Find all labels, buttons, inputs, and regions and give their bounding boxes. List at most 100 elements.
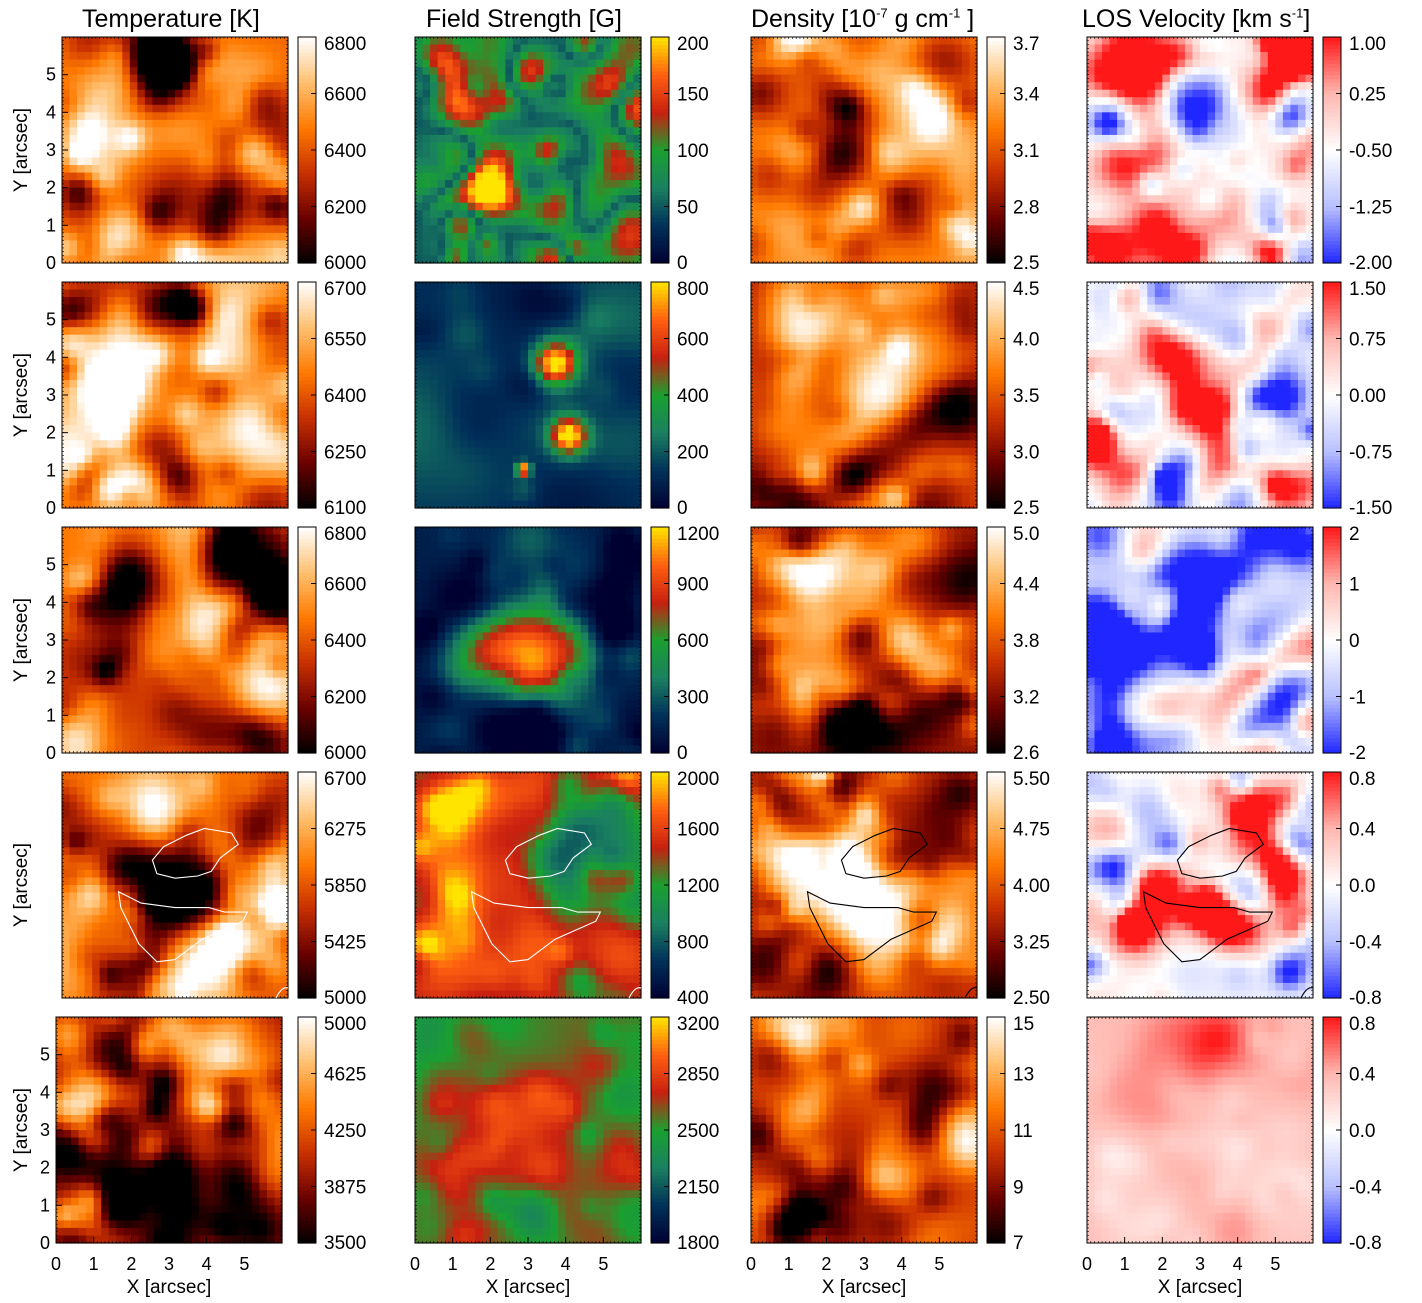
heatmap-cell [811, 67, 820, 76]
heatmap-cell [528, 74, 537, 83]
heatmap-cell [257, 202, 266, 211]
heatmap-cell [505, 104, 514, 113]
heatmap-cell [467, 59, 476, 68]
heatmap-cell [257, 142, 266, 151]
heatmap-cell [848, 67, 858, 76]
heatmap-cell [265, 232, 274, 241]
colorbar-segment [1323, 112, 1341, 117]
colorbar-segment [1323, 127, 1341, 132]
heatmap-cell [1245, 37, 1254, 46]
heatmap-cell [1147, 240, 1156, 249]
heatmap-cell [212, 37, 221, 46]
heatmap-cell [1162, 195, 1171, 204]
heatmap-cell [856, 210, 865, 219]
heatmap-cell [894, 217, 903, 226]
heatmap-cell [1230, 232, 1239, 241]
heatmap-cell [1290, 240, 1299, 249]
heatmap-cell [1184, 142, 1194, 151]
heatmap-cell [220, 119, 229, 128]
heatmap-cell [924, 232, 933, 241]
heatmap-cell [1192, 195, 1201, 204]
heatmap-cell [1177, 165, 1186, 174]
heatmap-cell [452, 44, 461, 53]
heatmap-cell [751, 172, 760, 181]
heatmap-cell [490, 210, 499, 219]
heatmap-cell [84, 165, 93, 174]
heatmap-cell [1192, 67, 1201, 76]
colorbar-segment [651, 157, 669, 162]
heatmap-cell [618, 67, 627, 76]
heatmap-cell [1184, 255, 1194, 264]
heatmap-cell [1237, 67, 1246, 76]
heatmap-cell [505, 165, 514, 174]
heatmap-cell [939, 180, 948, 189]
heatmap-cell [916, 59, 925, 68]
heatmap-cell [1275, 172, 1284, 181]
heatmap-cell [1154, 172, 1163, 181]
heatmap-cell [864, 134, 873, 144]
heatmap-cell [1215, 180, 1224, 189]
heatmap-cell [826, 172, 835, 181]
heatmap-cell [505, 210, 514, 219]
heatmap-cell [1207, 82, 1216, 91]
heatmap-cell [909, 89, 918, 98]
heatmap-cell [954, 119, 963, 128]
heatmap-cell [781, 127, 790, 136]
heatmap-cell [871, 172, 880, 181]
heatmap-cell [437, 187, 446, 196]
heatmap-cell [212, 142, 221, 151]
heatmap-cell [946, 202, 955, 211]
heatmap-cell [520, 240, 529, 249]
heatmap-cell [535, 119, 544, 128]
heatmap-cell [610, 232, 619, 241]
heatmap-cell [543, 142, 552, 151]
heatmap-cell [475, 187, 484, 196]
heatmap-cell [190, 187, 199, 196]
heatmap-cell [497, 119, 506, 128]
heatmap-cell [1087, 142, 1096, 151]
colorbar-segment [651, 82, 669, 87]
heatmap-cell [841, 74, 850, 83]
heatmap-cell [84, 127, 93, 136]
heatmap-cell [265, 97, 274, 106]
heatmap-cell [1184, 112, 1194, 121]
heatmap-cell [1260, 74, 1269, 83]
heatmap-cell [954, 210, 963, 219]
heatmap-cell [175, 89, 184, 98]
heatmap-cell [1102, 172, 1111, 181]
heatmap-cell [751, 89, 760, 98]
heatmap-cell [1094, 247, 1103, 257]
heatmap-cell [460, 232, 469, 241]
heatmap-cell [460, 142, 469, 151]
heatmap-cell [422, 157, 431, 166]
colorbar-segment [987, 82, 1005, 87]
heatmap-cell [939, 119, 948, 128]
heatmap-cell [1230, 210, 1239, 219]
heatmap-cell [144, 282, 153, 291]
heatmap-cell [1094, 119, 1103, 128]
heatmap-cell [565, 180, 574, 189]
heatmap-cell [946, 247, 955, 257]
heatmap-cell [129, 44, 138, 53]
heatmap-cell [1087, 104, 1096, 113]
heatmap-cell [1102, 59, 1111, 68]
heatmap-cell [1139, 52, 1148, 61]
heatmap-cell [773, 187, 782, 196]
heatmap-cell [122, 150, 131, 159]
heatmap-cell [826, 74, 835, 83]
heatmap-cell [250, 67, 259, 76]
heatmap-cell [1184, 119, 1194, 128]
heatmap-cell [610, 187, 619, 196]
heatmap-cell [894, 225, 903, 234]
heatmap-cell [1177, 157, 1186, 166]
heatmap-cell [924, 180, 933, 189]
heatmap-cell [205, 89, 214, 98]
heatmap-cell [1260, 165, 1269, 174]
heatmap-cell [1237, 142, 1246, 151]
heatmap-cell [467, 142, 476, 151]
heatmap-cell [467, 112, 476, 121]
heatmap-cell [415, 202, 424, 211]
heatmap-cell [1147, 74, 1156, 83]
heatmap-cell [415, 157, 424, 166]
